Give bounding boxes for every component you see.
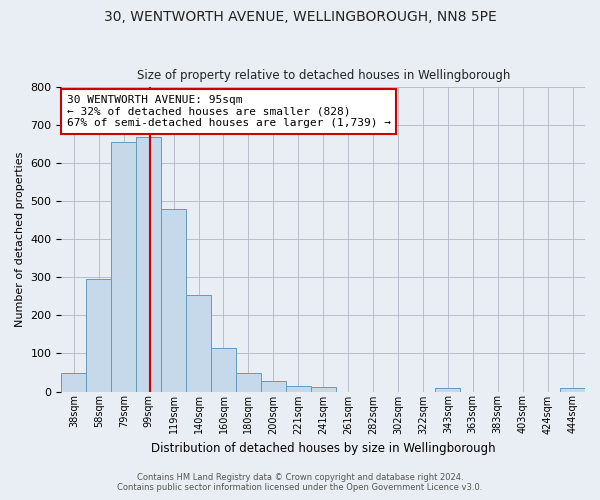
X-axis label: Distribution of detached houses by size in Wellingborough: Distribution of detached houses by size … [151,442,496,455]
Bar [111,142,136,392]
Bar [436,388,460,392]
Bar [286,386,311,392]
Text: 30 WENTWORTH AVENUE: 95sqm
← 32% of detached houses are smaller (828)
67% of sem: 30 WENTWORTH AVENUE: 95sqm ← 32% of deta… [67,95,391,128]
Bar [311,386,335,392]
Bar [186,294,211,392]
Text: 30, WENTWORTH AVENUE, WELLINGBOROUGH, NN8 5PE: 30, WENTWORTH AVENUE, WELLINGBOROUGH, NN… [104,10,496,24]
Bar [560,388,585,392]
Bar [236,372,261,392]
Text: Contains HM Land Registry data © Crown copyright and database right 2024.
Contai: Contains HM Land Registry data © Crown c… [118,473,482,492]
Bar [136,137,161,392]
Y-axis label: Number of detached properties: Number of detached properties [15,152,25,327]
Bar [161,209,186,392]
Title: Size of property relative to detached houses in Wellingborough: Size of property relative to detached ho… [137,69,510,82]
Bar [211,348,236,392]
Bar [261,381,286,392]
Bar [61,372,86,392]
Bar [86,280,111,392]
